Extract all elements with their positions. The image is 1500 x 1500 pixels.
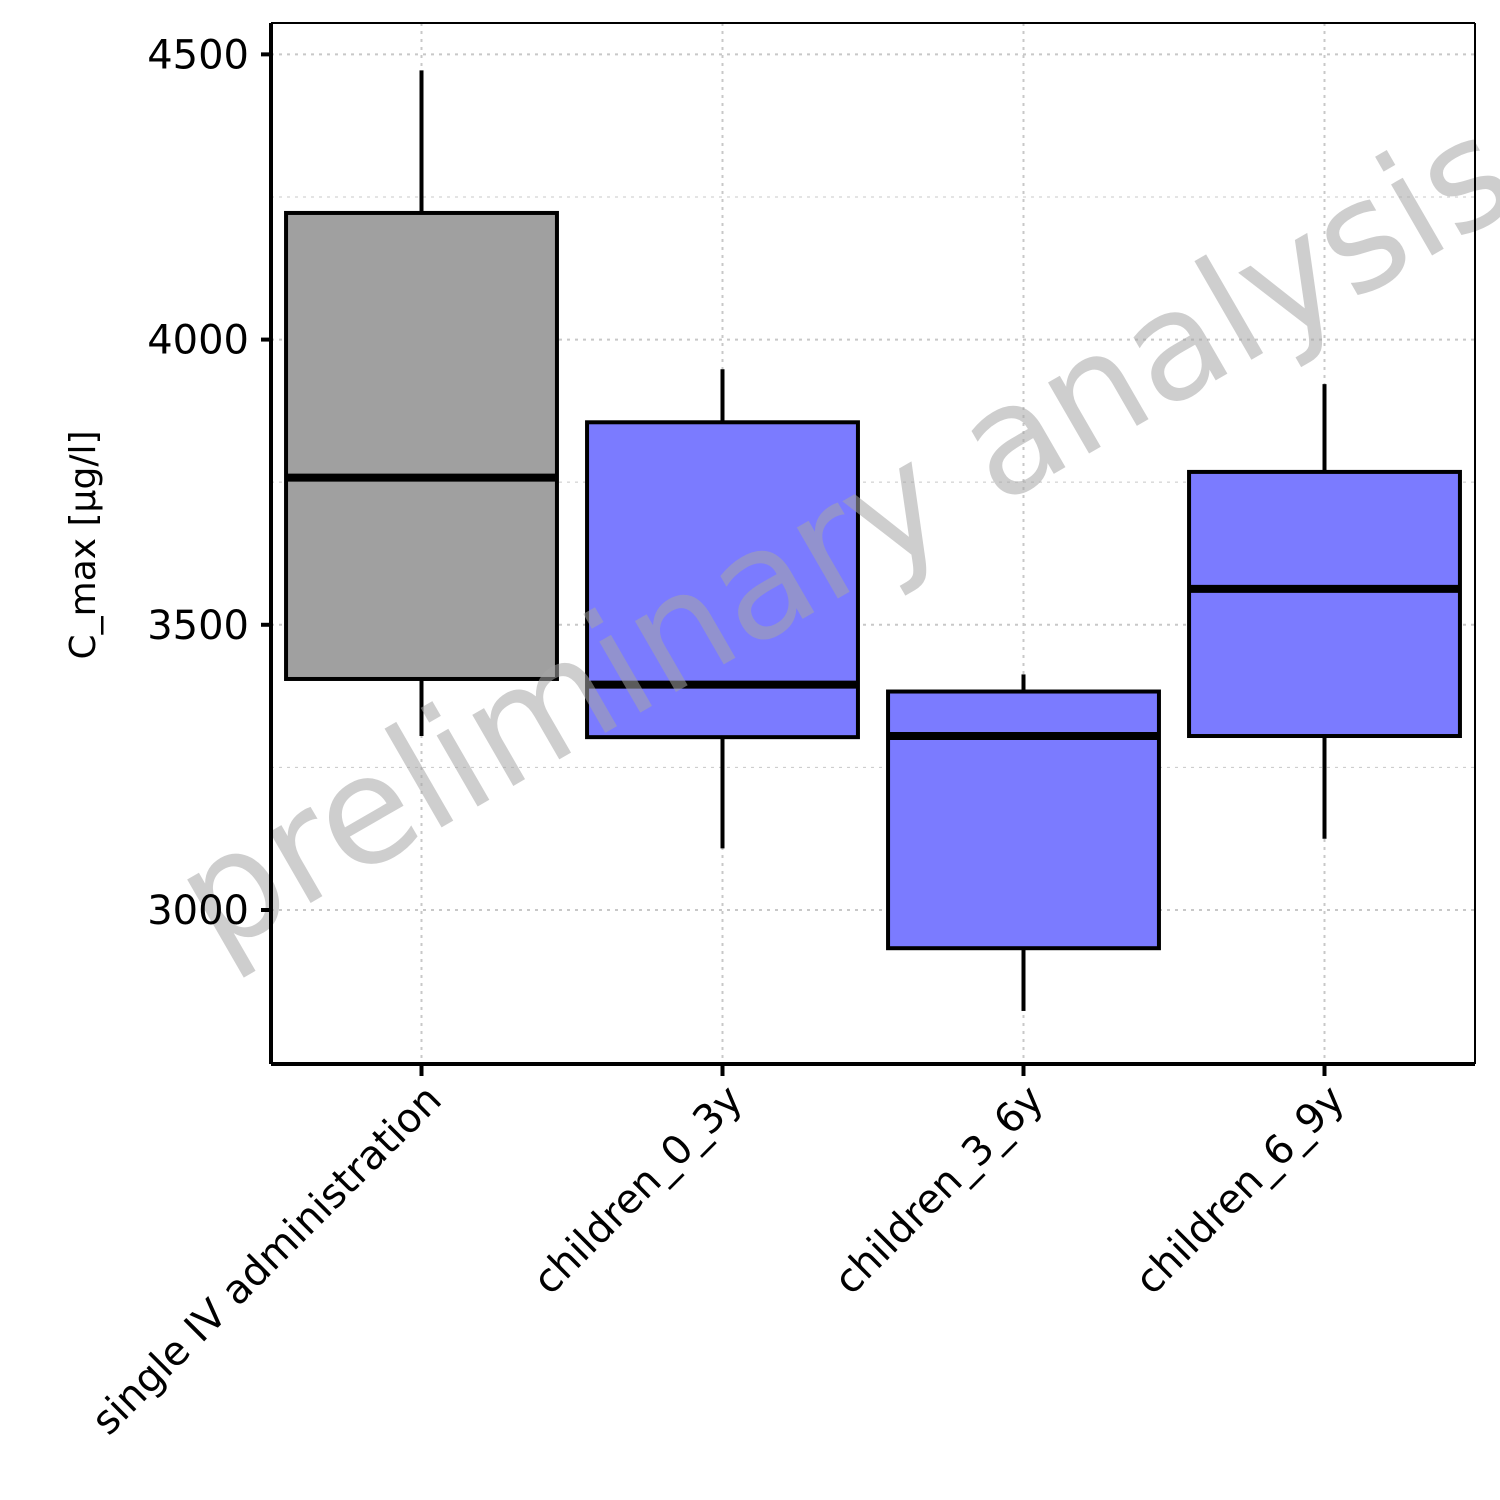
box-2 [585, 369, 860, 849]
x-tick-label: single IV administration [83, 1077, 450, 1444]
box-body [886, 689, 1161, 951]
box-3 [886, 674, 1161, 1011]
x-tick-label: children_0_3y [525, 1077, 752, 1304]
x-tick-label: children_3_6y [826, 1077, 1053, 1304]
x-tick-label: children_6_9y [1127, 1077, 1354, 1304]
y-axis-title: C_max [µg/l] [63, 431, 104, 660]
y-tick-label: 3500 [147, 603, 249, 649]
box-body [284, 210, 559, 681]
box-1 [284, 70, 559, 737]
y-tick-label: 4500 [147, 32, 249, 78]
y-tick-label: 4000 [147, 318, 249, 364]
box-series [284, 70, 1462, 1011]
box-body [1187, 469, 1462, 739]
box-4 [1187, 384, 1462, 839]
y-tick-label: 3000 [147, 888, 249, 934]
